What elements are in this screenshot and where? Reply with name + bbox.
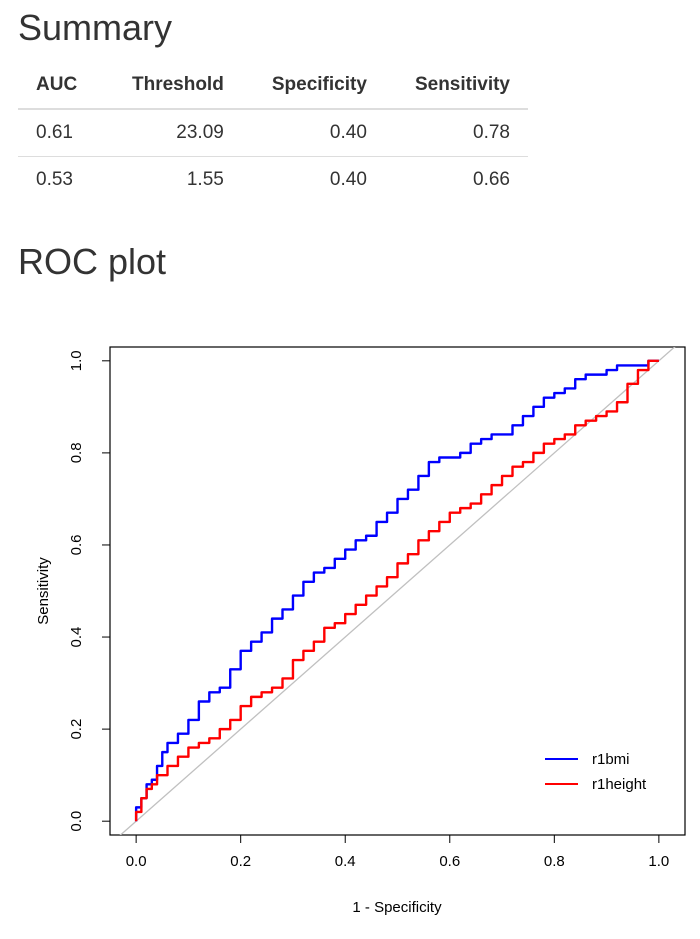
column-header-sensitivity: Sensitivity: [384, 62, 528, 110]
y-tick-label: 0.2: [68, 719, 85, 740]
x-tick-label: 0.2: [230, 853, 251, 870]
y-tick-label: 0.8: [68, 442, 85, 463]
y-axis-label: Sensitivity: [35, 557, 52, 625]
reference-diagonal: [119, 347, 676, 835]
table-cell: 23.09: [102, 109, 242, 157]
y-tick-label: 0.6: [68, 535, 85, 556]
table-cell: 0.40: [329, 169, 367, 190]
table-cell: 0.61: [18, 109, 103, 157]
table-row: 0.53 1.55 0.40 0.66: [18, 157, 528, 204]
series-line-r1height: [134, 359, 659, 822]
x-tick-label: 0.8: [544, 853, 565, 870]
x-tick-label: 0.4: [335, 853, 356, 870]
column-header-threshold: Threshold: [102, 62, 242, 110]
legend-label-r1height: r1height: [592, 776, 647, 793]
table-cell: 0.40: [241, 109, 385, 157]
table-cell: 0.78: [384, 109, 528, 157]
table-cell: 0.53: [36, 169, 73, 190]
x-axis: 0.0 0.2 0.4 0.6 0.8 1.0: [126, 834, 669, 870]
column-header-auc: AUC: [18, 62, 103, 110]
x-axis-label: 1 - Specificity: [352, 899, 442, 916]
x-tick-label: 0.6: [439, 853, 460, 870]
y-axis: 0.0 0.2 0.4 0.6 0.8 1.0: [68, 350, 111, 832]
table-row: 0.61 23.09 0.40 0.78: [18, 109, 528, 157]
series-line-r1bmi: [134, 359, 659, 822]
roc-plot-heading: ROC plot: [18, 241, 167, 282]
y-tick-label: 1.0: [68, 350, 85, 371]
table-cell: 1.55: [186, 169, 224, 190]
y-tick-label: 0.0: [68, 811, 85, 832]
roc-chart: 0.0 0.2 0.4 0.6 0.8 1.0 0.0 0.2 0.4 0.6 0.8 1.0 1 …: [35, 346, 686, 916]
series-layer: [134, 359, 659, 822]
summary-table: AUC Threshold Specificity Sensitivity 0.…: [18, 62, 528, 203]
legend-label-r1bmi: r1bmi: [592, 751, 630, 768]
x-tick-label: 1.0: [648, 853, 669, 870]
reference-line: [119, 347, 676, 835]
table-cell: 0.66: [473, 169, 510, 190]
legend: r1bmi r1height: [545, 751, 647, 793]
column-header-specificity: Specificity: [241, 62, 385, 110]
summary-heading: Summary: [18, 7, 173, 48]
table-header-row: AUC Threshold Specificity Sensitivity: [18, 62, 528, 110]
x-tick-label: 0.0: [126, 853, 147, 870]
y-tick-label: 0.4: [68, 627, 85, 648]
